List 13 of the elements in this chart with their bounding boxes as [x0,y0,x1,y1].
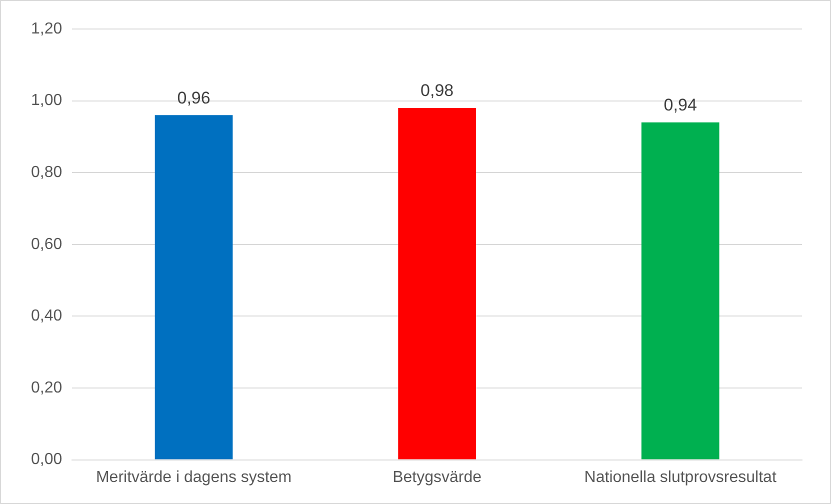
y-tick-label: 0,80 [31,164,62,182]
y-tick-label: 0,00 [31,451,62,468]
y-tick-label: 0,60 [31,236,62,253]
x-tick-label: Nationella slutprovsresultat [584,468,777,486]
x-tick-label: Betygsvärde [392,468,482,486]
data-label: 0,94 [664,96,697,115]
data-label: 0,98 [420,81,454,100]
y-tick-label: 0,40 [31,308,62,325]
data-label: 0,96 [177,88,210,108]
y-tick-label: 1,00 [31,92,62,110]
x-tick-label: Meritvärde i dagens system [96,468,292,486]
y-tick-label: 1,20 [31,20,62,38]
y-tick-label: 0,20 [31,379,62,396]
